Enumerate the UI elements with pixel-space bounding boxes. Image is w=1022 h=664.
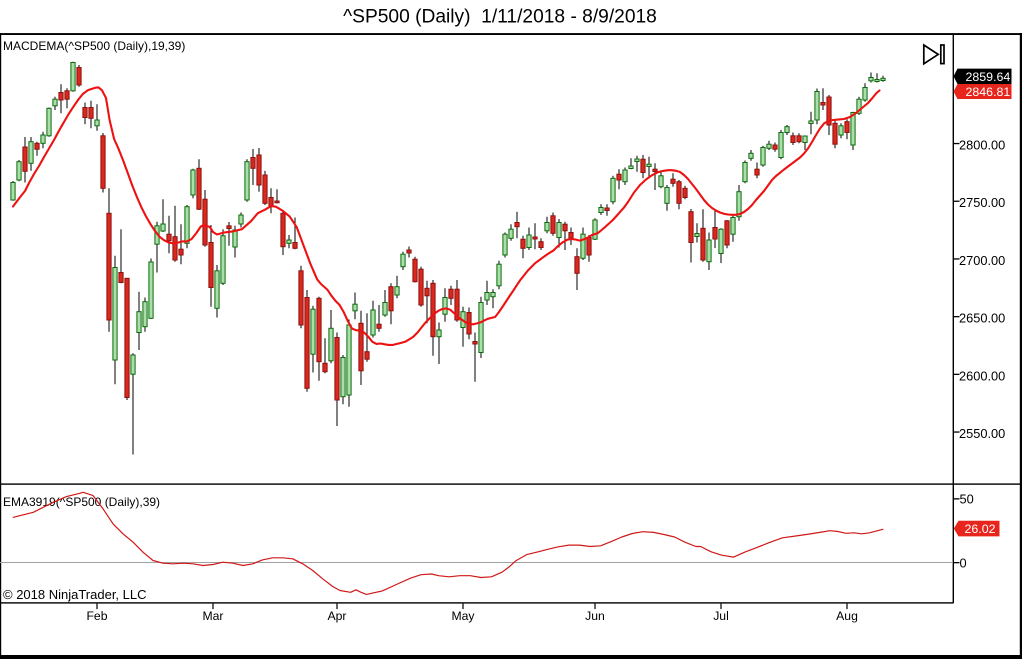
svg-text:MACDEMA(^SP500 (Daily),19,39): MACDEMA(^SP500 (Daily),19,39): [3, 39, 185, 53]
svg-text:2846.81: 2846.81: [966, 85, 1011, 99]
svg-text:2550.00: 2550.00: [959, 426, 1005, 441]
svg-text:© 2018 NinjaTrader, LLC: © 2018 NinjaTrader, LLC: [3, 587, 147, 602]
svg-text:2600.00: 2600.00: [959, 368, 1005, 383]
svg-text:2650.00: 2650.00: [959, 311, 1005, 326]
svg-text:Feb: Feb: [86, 609, 107, 623]
svg-text:26.02: 26.02: [965, 522, 996, 536]
svg-text:2800.00: 2800.00: [959, 138, 1005, 153]
svg-text:50: 50: [960, 491, 974, 506]
svg-text:0: 0: [960, 555, 967, 570]
svg-text:Jun: Jun: [585, 609, 605, 623]
svg-text:Jul: Jul: [713, 609, 729, 623]
svg-text:May: May: [451, 609, 475, 623]
svg-text:2750.00: 2750.00: [959, 195, 1005, 210]
svg-text:Aug: Aug: [836, 609, 858, 623]
svg-text:2859.64: 2859.64: [966, 70, 1011, 84]
svg-text:Apr: Apr: [328, 609, 347, 623]
svg-text:EMA3919(^SP500 (Daily),39): EMA3919(^SP500 (Daily),39): [3, 495, 160, 509]
svg-text:2700.00: 2700.00: [959, 253, 1005, 268]
svg-text:Mar: Mar: [203, 609, 224, 623]
svg-text:^SP500 (Daily) 1/11/2018 - 8/: ^SP500 (Daily) 1/11/2018 - 8/9/2018: [343, 7, 657, 28]
